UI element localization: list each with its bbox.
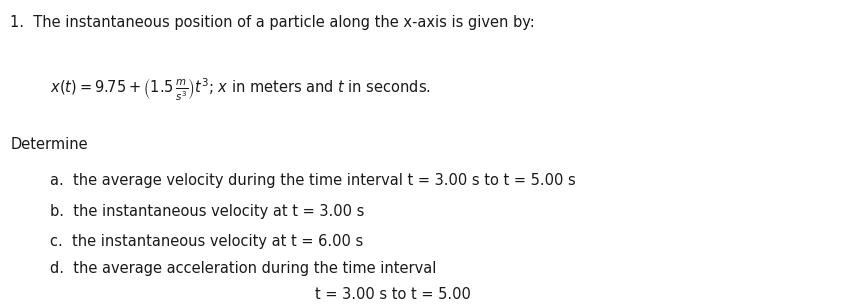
Text: 1.  The instantaneous position of a particle along the x-axis is given by:: 1. The instantaneous position of a parti… — [10, 15, 535, 30]
Text: t = 3.00 s to t = 5.00: t = 3.00 s to t = 5.00 — [315, 287, 471, 302]
Text: c.  the instantaneous velocity at t = 6.00 s: c. the instantaneous velocity at t = 6.0… — [50, 234, 363, 249]
Text: $x(t) = 9.75 + \left(1.5\,\frac{m}{s^3}\right)t^3$; $x$ in meters and $t$ in sec: $x(t) = 9.75 + \left(1.5\,\frac{m}{s^3}\… — [50, 76, 430, 103]
Text: b.  the instantaneous velocity at t = 3.00 s: b. the instantaneous velocity at t = 3.0… — [50, 204, 364, 219]
Text: a.  the average velocity during the time interval t = 3.00 s to t = 5.00 s: a. the average velocity during the time … — [50, 173, 575, 188]
Text: d.  the average acceleration during the time interval: d. the average acceleration during the t… — [50, 261, 436, 276]
Text: Determine: Determine — [10, 137, 88, 152]
